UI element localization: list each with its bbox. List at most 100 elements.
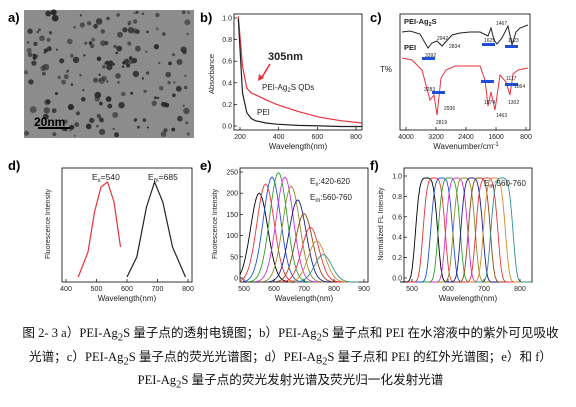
normalized-curve	[407, 177, 464, 283]
panel-c: c) PEI-Ag2S PEI 3392 2942 2834 1467 1629…	[370, 10, 532, 151]
tem-particle	[141, 12, 145, 16]
tem-particle	[99, 101, 103, 106]
tem-particle	[137, 125, 140, 129]
xlabel-c: Wavenumber/cm-1	[433, 142, 499, 151]
tem-particle	[40, 65, 46, 71]
tem-particle	[158, 85, 164, 91]
tick-label: 100	[226, 233, 238, 240]
c-peak-7: 3283	[424, 87, 435, 93]
tem-particle	[135, 10, 139, 14]
ticks-f: 500 600 700 800 1.0 0.8 0.6 0.4 0.2 0.0	[392, 174, 526, 294]
tem-particle	[27, 52, 33, 58]
tem-particle	[96, 113, 101, 119]
tick-label: 400	[273, 134, 285, 141]
emission-curve	[243, 176, 308, 283]
ticks-d: 400 500 600 700 800	[60, 279, 194, 293]
c-peak-10: 1574	[484, 100, 495, 106]
tem-particle	[176, 59, 183, 65]
tem-particle	[106, 16, 110, 21]
tem-particle	[153, 44, 159, 50]
tem-particle	[69, 124, 75, 130]
tem-particle	[55, 48, 59, 51]
tem-particle	[107, 60, 114, 67]
series-f	[400, 177, 532, 283]
c-peak-3: 2834	[449, 44, 460, 50]
panel-d-label: d)	[8, 158, 20, 173]
tick-label: 600	[311, 134, 323, 141]
tem-particle	[146, 71, 150, 75]
tem-particle	[33, 41, 38, 46]
tem-particle	[95, 124, 99, 128]
tem-particle	[126, 58, 129, 61]
tick-label: 200	[226, 191, 238, 198]
tem-particle	[184, 74, 187, 77]
xlabel-f: Wavelength(nm)	[439, 294, 498, 303]
tem-particle	[151, 100, 157, 107]
tem-particle	[173, 81, 176, 84]
tem-particle	[121, 91, 126, 97]
panel-a-label: a)	[8, 10, 20, 25]
tem-particle	[183, 107, 190, 115]
tick-label: 700	[478, 286, 490, 293]
ticks-c: 4000 3200 2400 1600 800	[398, 127, 532, 141]
tick-label: 0.2	[222, 102, 232, 109]
tem-particle	[101, 75, 107, 81]
tem-particle	[155, 12, 160, 18]
axes-d	[61, 167, 193, 283]
tem-particle	[37, 120, 40, 123]
tem-particle	[45, 99, 51, 105]
tem-particle	[63, 74, 69, 80]
tick-label: 250	[226, 170, 238, 177]
tick-label: 0.8	[222, 37, 232, 44]
tem-particle	[89, 43, 95, 48]
tick-label: 1.0	[392, 174, 402, 181]
tem-particle	[126, 63, 131, 68]
tick-label: 800	[520, 134, 532, 141]
emission-curve	[281, 226, 346, 283]
tem-particle	[133, 118, 137, 122]
tem-particle	[52, 132, 57, 137]
tick-label: 3200	[428, 134, 444, 141]
c-peak-5: 1629	[484, 38, 495, 44]
tem-particle	[36, 30, 39, 34]
tem-particle	[162, 102, 168, 108]
figure: a) 20nm b) 200 400 600 800 1.0 0.8 0.6 0.4 0.2 0.…	[8, 9, 533, 303]
tem-particle	[31, 60, 37, 66]
tem-particle	[171, 53, 176, 57]
tem-particle	[115, 73, 121, 79]
tick-label: 800	[328, 286, 340, 293]
tem-particle	[186, 132, 190, 136]
normalized-curve	[452, 177, 509, 283]
tem-particle	[72, 56, 80, 64]
normalized-curve	[475, 177, 532, 283]
tem-particle	[23, 70, 29, 75]
tick-label: 4000	[398, 134, 414, 141]
tick-label: 1.0	[222, 16, 232, 23]
tem-particle	[38, 28, 41, 32]
tem-particle	[94, 96, 100, 102]
tem-particle	[146, 126, 149, 129]
ylabel-d: Fluorescence Intensity	[45, 188, 52, 259]
curve-label-pei: PEI	[257, 108, 270, 117]
tem-particle	[46, 37, 51, 42]
c-peak-9: 2936	[444, 106, 455, 112]
f-em-label: Em:560-760	[484, 179, 526, 190]
tem-particle	[24, 130, 30, 136]
tem-particle	[61, 79, 67, 85]
e-em-label: Em:560-760	[310, 193, 352, 204]
tem-particle	[85, 123, 92, 130]
tem-particle	[100, 29, 106, 34]
tem-particle	[79, 14, 82, 17]
tem-particle	[168, 61, 172, 66]
tick-label: 900	[358, 286, 370, 293]
normalized-curve	[445, 177, 502, 283]
c-peak-2: 2942	[437, 36, 448, 42]
d-ex-label: Ex=540	[92, 172, 120, 184]
tem-particle	[46, 46, 52, 52]
tick-label: 600	[442, 286, 454, 293]
panel-f: f) Em:560-760 500 600 700 800 1.0 0.8 0.6 0.4 0.…	[370, 158, 533, 303]
axes-b	[233, 13, 363, 131]
tem-particle	[89, 117, 95, 124]
